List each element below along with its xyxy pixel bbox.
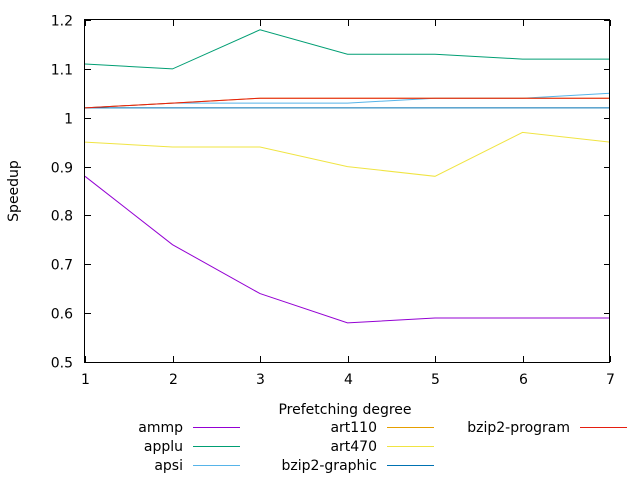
x-tick-label: 5 (431, 372, 440, 388)
x-tick-label: 7 (606, 372, 615, 388)
y-tick-label: 1.1 (51, 63, 73, 79)
legend-label: bzip2-program (467, 420, 570, 436)
legend-label: art470 (330, 439, 377, 455)
y-tick-label: 0.6 (51, 307, 73, 323)
plot-frame (84, 19, 610, 363)
x-tick-label: 3 (256, 372, 265, 388)
y-tick-label: 0.7 (51, 258, 73, 274)
x-tick-label: 4 (344, 372, 353, 388)
y-tick-label: 1.2 (51, 14, 73, 30)
legend-label: applu (144, 439, 183, 455)
y-tick-label: 0.9 (51, 161, 73, 177)
legend-label: bzip2-graphic (281, 458, 377, 474)
y-tick-label: 0.8 (51, 209, 73, 225)
x-axis-ticks: 1 2 3 4 5 6 7 (81, 20, 615, 388)
legend-label: art110 (330, 420, 377, 436)
y-tick-label: 1 (64, 112, 73, 128)
series-lines (84, 29, 611, 324)
series-line-ammp (84, 175, 610, 324)
y-axis-ticks: 0.5 0.6 0.7 0.8 0.9 1 1.1 1.2 (51, 14, 610, 372)
series-line-bzip2-program (84, 97, 610, 109)
y-tick-label: 0.5 (51, 356, 73, 372)
y-axis-label: Speedup (6, 160, 22, 222)
x-tick-label: 1 (81, 372, 90, 388)
x-tick-label: 6 (519, 372, 528, 388)
series-line-art470 (84, 131, 611, 177)
legend: ammp applu apsi art110 art470 bzip2-graphic bz… (138, 420, 627, 474)
x-tick-label: 2 (169, 372, 178, 388)
x-axis-label: Prefetching degree (278, 402, 411, 418)
legend-label: apsi (154, 458, 183, 474)
series-line-applu (84, 29, 610, 70)
legend-label: ammp (138, 420, 183, 436)
